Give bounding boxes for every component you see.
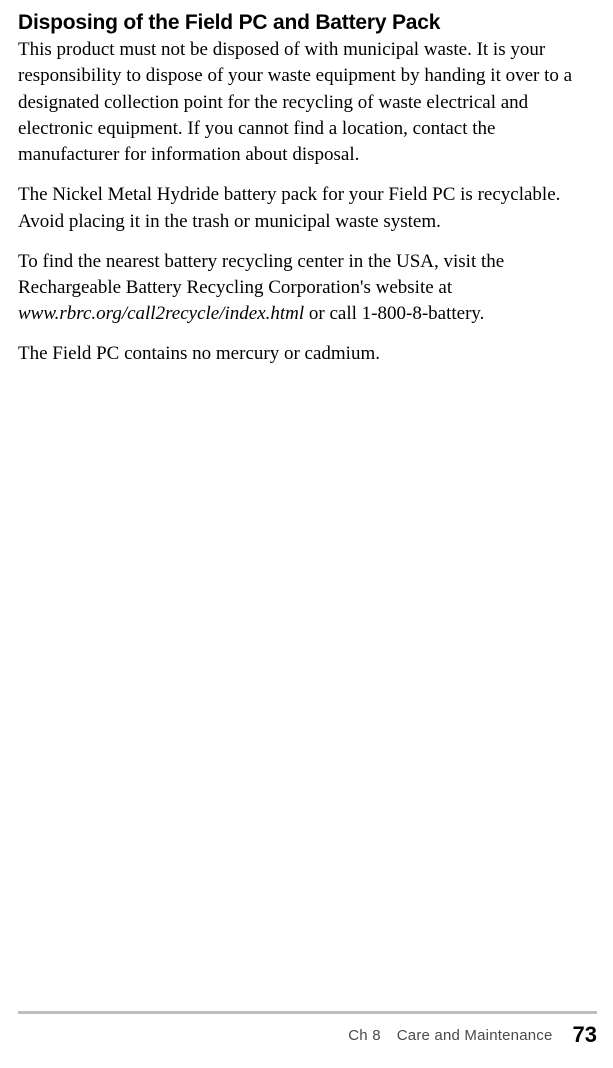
website-url: www.rbrc.org/call2recycle/index.html bbox=[18, 303, 304, 324]
paragraph-no-mercury: The Field PC contains no mercury or cadm… bbox=[18, 341, 597, 367]
footer-chapter: Ch 8 bbox=[348, 1027, 381, 1044]
paragraph-text-lead: To find the nearest battery recycling ce… bbox=[18, 251, 504, 298]
section-heading: Disposing of the Field PC and Battery Pa… bbox=[18, 10, 597, 35]
paragraph-disposal: This product must not be disposed of wit… bbox=[18, 37, 597, 168]
page-footer: Ch 8 Care and Maintenance 73 bbox=[18, 1011, 597, 1048]
footer-rule bbox=[18, 1011, 597, 1014]
footer-title: Care and Maintenance bbox=[397, 1027, 553, 1044]
paragraph-recycling-center: To find the nearest battery recycling ce… bbox=[18, 249, 597, 328]
footer-page-number: 73 bbox=[573, 1022, 597, 1047]
paragraph-recyclable: The Nickel Metal Hydride battery pack fo… bbox=[18, 182, 597, 234]
footer-text: Ch 8 Care and Maintenance 73 bbox=[18, 1022, 597, 1048]
paragraph-text-tail: or call 1-800-8-battery. bbox=[304, 303, 484, 324]
